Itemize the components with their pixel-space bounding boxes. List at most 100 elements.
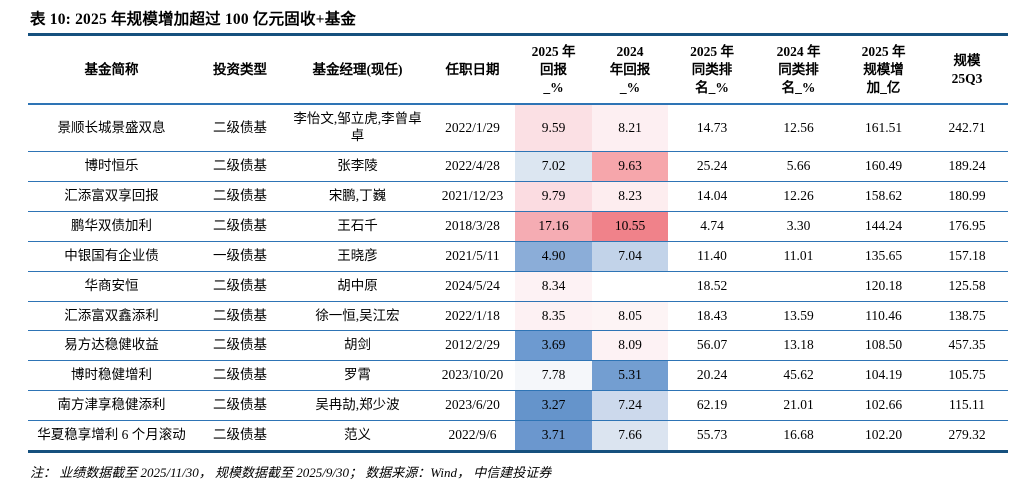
cell-rank-2025: 4.74 [668,211,756,242]
cell-scale-25q3: 115.11 [926,390,1008,422]
cell-scale-25q3: 176.95 [926,211,1008,242]
cell-fund-name: 鹏华双债加利 [28,211,195,242]
cell-rank-2025: 14.73 [668,104,756,153]
cell-fund-name: 华商安恒 [28,271,195,302]
cell-fund-manager: 宋鹏,丁巍 [285,181,430,212]
cell-scale-25q3: 242.71 [926,104,1008,153]
table-row: 汇添富双享回报 二级债基 宋鹏,丁巍 2021/12/23 9.79 8.23 14.04 1… [28,181,1008,212]
report-table-section: 表 10: 2025 年规模增加超过 100 亿元固收+基金 基金简称 投资类型基… [28,11,1008,480]
cell-rank-2025: 18.43 [668,301,756,332]
header-invest-type: 投资类型 [195,36,285,106]
cell-fund-name: 易方达稳健收益 [28,330,195,362]
cell-invest-type: 二级债基 [195,104,285,153]
cell-invest-type: 二级债基 [195,181,285,212]
cell-return-2025: 3.71 [515,420,592,453]
cell-tenure-date: 2022/1/29 [430,104,515,153]
cell-return-2025: 8.35 [515,301,592,332]
cell-rank-2024: 45.62 [756,360,841,392]
cell-return-2025: 3.27 [515,390,592,422]
cell-rank-2024: 16.68 [756,420,841,453]
cell-invest-type: 二级债基 [195,301,285,332]
cell-rank-2024: 5.66 [756,151,841,183]
cell-fund-name: 南方津享稳健添利 [28,390,195,422]
table-row: 汇添富双鑫添利 二级债基 徐一恒,吴江宏 2022/1/18 8.35 8.05 18.43… [28,301,1008,332]
cell-fund-name: 景顺长城景盛双息 [28,104,195,153]
cell-scale-25q3: 180.99 [926,181,1008,212]
cell-fund-manager: 李怡文,邹立虎,李曾卓卓 [285,104,430,153]
cell-rank-2024: 21.01 [756,390,841,422]
cell-scale-25q3: 125.58 [926,271,1008,302]
cell-invest-type: 二级债基 [195,211,285,242]
cell-scale-increase: 110.46 [841,301,926,332]
cell-rank-2024: 13.18 [756,330,841,362]
cell-return-2024: 10.55 [592,211,668,242]
table-row: 中银国有企业债 一级债基 王晓彦 2021/5/11 4.90 7.04 11.40 11.0… [28,241,1008,272]
cell-invest-type: 二级债基 [195,360,285,392]
cell-return-2025: 3.69 [515,330,592,362]
header-return-2024: 2024 年回报 _% [592,36,668,106]
cell-scale-increase: 160.49 [841,151,926,183]
cell-rank-2024: 11.01 [756,241,841,272]
table-row: 南方津享稳健添利 二级债基 吴冉劼,郑少波 2023/6/20 3.27 7.24 62.1… [28,390,1008,422]
page-title: 表 10: 2025 年规模增加超过 100 亿元固收+基金 [30,11,357,28]
cell-rank-2024: 12.56 [756,104,841,153]
table-row: 易方达稳健收益 二级债基 胡剑 2012/2/29 3.69 8.09 56.07 13.18… [28,330,1008,362]
cell-tenure-date: 2012/2/29 [430,330,515,362]
cell-return-2024: 9.63 [592,151,668,183]
cell-return-2024: 8.23 [592,181,668,212]
cell-rank-2024 [756,271,841,302]
table-header-row: 基金简称 投资类型 基金经理(现任) 任职日期 2025 年 回报 _% 2024 年回报… [28,36,1008,106]
cell-invest-type: 二级债基 [195,271,285,302]
cell-rank-2025: 14.04 [668,181,756,212]
cell-fund-manager: 王晓彦 [285,241,430,272]
table-row: 景顺长城景盛双息 二级债基 李怡文,邹立虎,李曾卓卓 2022/1/29 9.59 8.2… [28,104,1008,153]
cell-return-2025: 7.02 [515,151,592,183]
cell-return-2025: 4.90 [515,241,592,272]
cell-rank-2025: 11.40 [668,241,756,272]
cell-fund-manager: 徐一恒,吴江宏 [285,301,430,332]
cell-return-2025: 9.79 [515,181,592,212]
cell-scale-25q3: 105.75 [926,360,1008,392]
cell-scale-increase: 104.19 [841,360,926,392]
cell-rank-2025: 55.73 [668,420,756,453]
cell-fund-manager: 罗霄 [285,360,430,392]
cell-return-2024: 7.24 [592,390,668,422]
cell-rank-2024: 3.30 [756,211,841,242]
cell-scale-increase: 120.18 [841,271,926,302]
cell-scale-increase: 158.62 [841,181,926,212]
cell-fund-manager: 胡剑 [285,330,430,362]
title-rule [28,33,1008,36]
header-return-2025: 2025 年 回报 _% [515,36,592,106]
cell-return-2024: 5.31 [592,360,668,392]
cell-scale-25q3: 157.18 [926,241,1008,272]
cell-scale-25q3: 138.75 [926,301,1008,332]
cell-fund-name: 汇添富双鑫添利 [28,301,195,332]
cell-invest-type: 一级债基 [195,241,285,272]
cell-tenure-date: 2024/5/24 [430,271,515,302]
cell-fund-name: 博时恒乐 [28,151,195,183]
cell-tenure-date: 2022/4/28 [430,151,515,183]
cell-invest-type: 二级债基 [195,390,285,422]
table-row: 博时恒乐 二级债基 张李陵 2022/4/28 7.02 9.63 25.24 5.66 160… [28,151,1008,183]
cell-rank-2024: 13.59 [756,301,841,332]
cell-tenure-date: 2018/3/28 [430,211,515,242]
cell-scale-25q3: 279.32 [926,420,1008,453]
cell-scale-25q3: 457.35 [926,330,1008,362]
cell-return-2024 [592,271,668,302]
cell-fund-manager: 吴冉劼,郑少波 [285,390,430,422]
cell-tenure-date: 2022/1/18 [430,301,515,332]
table-row: 博时稳健增利 二级债基 罗霄 2023/10/20 7.78 5.31 20.24 45.62… [28,360,1008,392]
cell-return-2025: 17.16 [515,211,592,242]
header-rank-2024: 2024 年 同类排 名_% [756,36,841,106]
cell-scale-increase: 161.51 [841,104,926,153]
cell-invest-type: 二级债基 [195,151,285,183]
cell-fund-name: 汇添富双享回报 [28,181,195,212]
cell-tenure-date: 2022/9/6 [430,420,515,453]
cell-fund-manager: 胡中原 [285,271,430,302]
table-row: 鹏华双债加利 二级债基 王石千 2018/3/28 17.16 10.55 4.74 3.30… [28,211,1008,242]
cell-rank-2025: 18.52 [668,271,756,302]
cell-return-2025: 9.59 [515,104,592,153]
cell-tenure-date: 2021/5/11 [430,241,515,272]
cell-rank-2025: 62.19 [668,390,756,422]
cell-scale-increase: 102.66 [841,390,926,422]
